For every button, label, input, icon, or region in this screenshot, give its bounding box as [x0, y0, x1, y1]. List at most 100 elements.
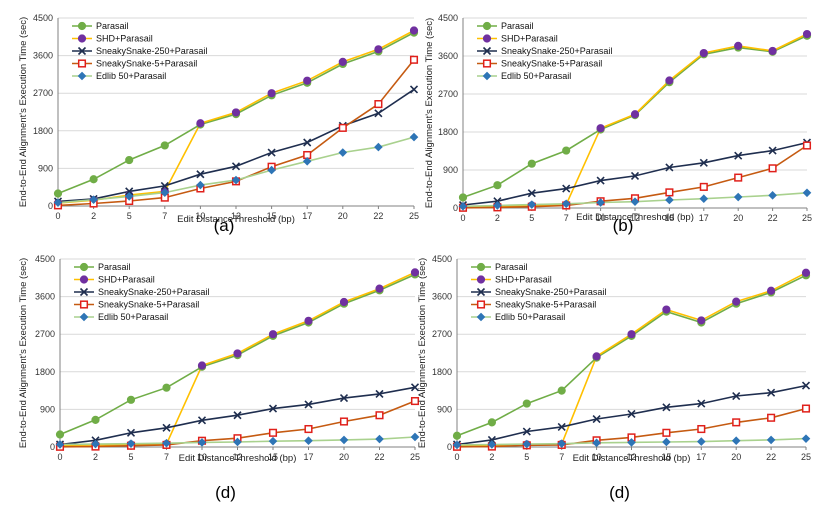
data-point	[304, 400, 313, 409]
legend-label: Parasail	[495, 262, 528, 272]
data-point	[557, 439, 567, 448]
data-point	[410, 268, 420, 277]
y-tick-label: 0	[453, 203, 458, 213]
data-point	[375, 411, 384, 420]
data-point	[630, 110, 640, 119]
data-point	[268, 330, 278, 339]
data-point	[476, 275, 486, 284]
x-tick-label: 10	[197, 452, 207, 462]
y-axis-title: End-to-End Alignment's Execution Time (s…	[417, 258, 428, 448]
x-tick-label: 5	[127, 211, 132, 221]
x-tick-label: 2	[91, 211, 96, 221]
data-point	[375, 434, 384, 444]
data-point	[734, 41, 743, 50]
x-tick-label: 25	[409, 211, 419, 221]
data-point	[55, 430, 65, 439]
x-tick-label: 0	[454, 452, 459, 462]
y-tick-label: 3600	[438, 51, 458, 61]
data-point	[767, 413, 776, 422]
data-point	[592, 414, 601, 424]
data-point	[409, 85, 419, 94]
y-tick-label: 1800	[35, 367, 55, 377]
series-markers-3	[53, 85, 419, 206]
data-point	[596, 198, 605, 207]
data-point	[197, 438, 207, 447]
data-point	[627, 409, 636, 419]
data-point	[303, 138, 312, 147]
data-point	[268, 436, 278, 446]
y-tick-label: 900	[38, 163, 53, 173]
data-point	[627, 330, 636, 339]
data-point	[697, 399, 706, 408]
x-tick-label: 20	[731, 452, 741, 462]
legend-item: SHD+Parasail	[477, 34, 558, 44]
data-point	[374, 45, 383, 54]
y-tick-label: 1800	[33, 126, 53, 136]
data-point	[662, 428, 671, 437]
data-point	[699, 48, 708, 58]
legend-label: Parasail	[501, 21, 534, 31]
data-point	[124, 192, 134, 201]
y-tick-label: 0	[50, 442, 55, 452]
legend-item: SneakySnake-5+Parasail	[74, 300, 199, 310]
data-point	[458, 202, 468, 211]
x-tick-label: 20	[338, 211, 348, 221]
data-point	[409, 26, 419, 35]
data-point	[302, 156, 312, 166]
data-point	[696, 437, 706, 446]
y-axis-title: End-to-End Alignment's Execution Time (s…	[18, 258, 29, 448]
data-point	[231, 108, 241, 117]
data-point	[55, 440, 65, 449]
data-point	[304, 436, 313, 446]
x-axis-title: Edit DistanceThreshold (bp)	[179, 453, 297, 464]
legend-item: SneakySnake-5+Parasail	[477, 59, 602, 69]
data-point	[339, 435, 349, 445]
data-point	[233, 411, 242, 420]
data-point	[268, 404, 278, 413]
data-point	[493, 201, 502, 210]
data-point	[77, 46, 87, 56]
x-tick-label: 15	[267, 211, 277, 221]
data-point	[699, 182, 708, 191]
data-point	[476, 287, 486, 297]
x-axis-title: Edit DistanceThreshold (bp)	[576, 212, 694, 223]
data-point	[125, 187, 134, 196]
panel-label: (a)	[214, 216, 235, 235]
data-point	[665, 163, 674, 172]
y-tick-label: 900	[437, 404, 452, 414]
data-point	[338, 148, 348, 157]
legend-label: Edlib 50+Parasail	[495, 312, 565, 322]
series-markers-5	[53, 132, 419, 207]
data-point	[482, 34, 492, 43]
data-point	[733, 192, 743, 202]
data-point	[662, 437, 671, 447]
data-point	[303, 76, 312, 85]
data-point	[802, 141, 812, 150]
data-point	[732, 418, 741, 427]
x-tick-label: 0	[57, 452, 62, 462]
data-point	[527, 159, 536, 168]
y-tick-label: 2700	[35, 329, 55, 339]
x-tick-label: 17	[699, 213, 709, 223]
data-point	[732, 297, 741, 306]
x-tick-label: 2	[93, 452, 98, 462]
data-point	[267, 148, 276, 157]
data-point	[339, 297, 349, 307]
data-point	[91, 415, 100, 424]
legend-item: SHD+Parasail	[72, 34, 153, 44]
data-point	[522, 439, 532, 449]
legend-label: SneakySnake-250+Parasail	[495, 287, 606, 297]
x-tick-label: 10	[596, 213, 606, 223]
legend-label: SHD+Parasail	[96, 34, 153, 44]
data-point	[768, 164, 777, 173]
legend-label: SneakySnake-250+Parasail	[501, 46, 612, 56]
legend-label: SHD+Parasail	[98, 275, 155, 285]
y-tick-label: 4500	[438, 13, 458, 23]
data-point	[476, 300, 486, 309]
data-point	[268, 428, 278, 437]
legend-item: SneakySnake-250+Parasail	[74, 287, 209, 297]
data-point	[596, 176, 605, 185]
data-point	[665, 76, 674, 85]
legend-label: Edlib 50+Parasail	[98, 312, 168, 322]
